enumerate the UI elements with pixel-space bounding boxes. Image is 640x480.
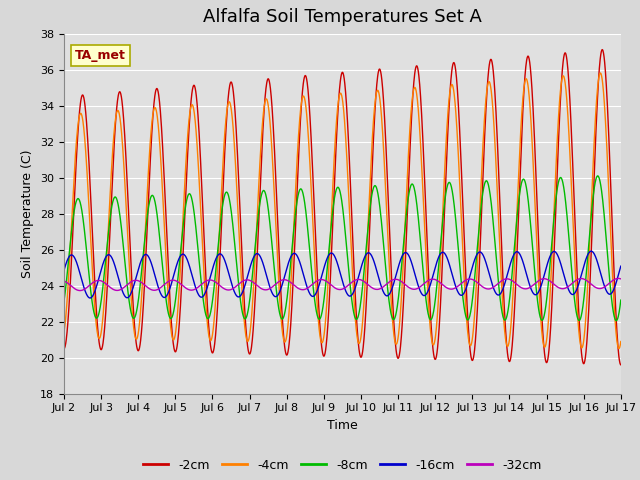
-16cm [617, 264, 625, 269]
-16cm [86, 295, 94, 301]
-2cm [601, 62, 609, 68]
-32cm [331, 285, 339, 291]
Title: Alfalfa Soil Temperatures Set A: Alfalfa Soil Temperatures Set A [203, 9, 482, 26]
-32cm [499, 277, 506, 283]
-16cm [331, 254, 339, 260]
-8cm [499, 311, 506, 317]
-2cm [598, 47, 606, 52]
-4cm [316, 333, 324, 339]
-8cm [316, 316, 324, 322]
-8cm [617, 297, 625, 303]
-32cm [614, 276, 622, 281]
-4cm [617, 339, 625, 345]
-2cm [617, 362, 625, 368]
-2cm [60, 346, 68, 351]
-8cm [594, 173, 602, 179]
Legend: -2cm, -4cm, -8cm, -16cm, -32cm: -2cm, -4cm, -8cm, -16cm, -32cm [138, 454, 547, 477]
-4cm [601, 105, 609, 110]
Text: TA_met: TA_met [75, 49, 126, 62]
-4cm [331, 145, 339, 151]
Line: -4cm: -4cm [64, 73, 621, 348]
-32cm [89, 280, 97, 286]
-2cm [331, 173, 339, 179]
-16cm [89, 293, 97, 299]
-8cm [331, 193, 339, 199]
-8cm [612, 318, 620, 324]
-8cm [88, 301, 96, 307]
-2cm [601, 60, 609, 65]
Y-axis label: Soil Temperature (C): Soil Temperature (C) [22, 149, 35, 278]
Line: -32cm: -32cm [64, 278, 621, 290]
-4cm [615, 346, 623, 351]
-32cm [617, 276, 625, 282]
-2cm [499, 264, 506, 269]
-16cm [60, 267, 68, 273]
Line: -16cm: -16cm [64, 251, 621, 298]
X-axis label: Time: Time [327, 419, 358, 432]
-8cm [601, 221, 609, 227]
-32cm [601, 284, 609, 289]
-8cm [60, 299, 68, 304]
-32cm [60, 278, 68, 284]
-4cm [60, 329, 68, 335]
-32cm [601, 284, 609, 290]
-16cm [316, 278, 324, 284]
-16cm [602, 285, 609, 291]
-2cm [316, 324, 324, 330]
Line: -8cm: -8cm [64, 176, 621, 321]
-4cm [601, 109, 609, 115]
-2cm [88, 231, 96, 237]
-16cm [588, 248, 595, 254]
-4cm [499, 297, 506, 302]
-4cm [596, 70, 604, 76]
-16cm [601, 285, 609, 290]
-4cm [88, 268, 96, 274]
-32cm [316, 277, 324, 283]
Line: -2cm: -2cm [64, 49, 621, 365]
-8cm [601, 217, 609, 223]
-16cm [499, 287, 506, 292]
-32cm [76, 288, 84, 293]
